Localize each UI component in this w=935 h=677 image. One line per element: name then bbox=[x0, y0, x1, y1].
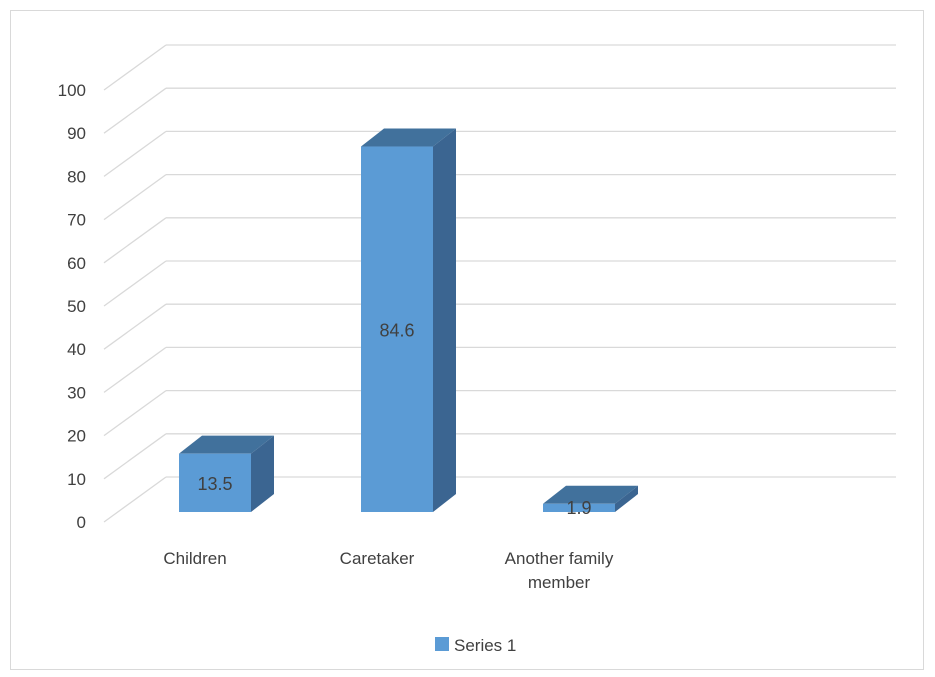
bar-front bbox=[361, 146, 433, 512]
y-tick-label: 0 bbox=[77, 513, 86, 532]
gridline-side bbox=[103, 174, 167, 221]
bar-top bbox=[361, 128, 456, 147]
gridline-side bbox=[103, 44, 167, 91]
chart-frame bbox=[10, 10, 924, 670]
category-label: Caretaker bbox=[340, 549, 415, 568]
gridline-side bbox=[103, 260, 167, 307]
y-tick-label: 70 bbox=[67, 211, 86, 230]
gridline-side bbox=[103, 476, 167, 523]
gridlines bbox=[103, 44, 896, 523]
y-tick-label: 100 bbox=[58, 81, 86, 100]
y-tick-label: 40 bbox=[67, 340, 86, 359]
y-tick-label: 50 bbox=[67, 297, 86, 316]
data-label: 1.9 bbox=[566, 498, 591, 518]
gridline-side bbox=[103, 217, 167, 264]
gridline-side bbox=[103, 390, 167, 437]
category-label-line: Another family bbox=[505, 549, 614, 568]
y-tick-label: 20 bbox=[67, 427, 86, 446]
bar-top bbox=[179, 435, 274, 454]
bar bbox=[361, 128, 456, 512]
y-tick-label: 30 bbox=[67, 383, 86, 402]
category-label-line: member bbox=[528, 573, 591, 592]
bars bbox=[179, 128, 638, 512]
bar-top bbox=[543, 485, 638, 504]
y-tick-label: 60 bbox=[67, 254, 86, 273]
gridline-side bbox=[103, 130, 167, 177]
gridline-side bbox=[103, 433, 167, 480]
data-label: 13.5 bbox=[197, 474, 232, 494]
bar-side bbox=[615, 485, 638, 512]
y-tick-label: 80 bbox=[67, 167, 86, 186]
y-tick-label: 90 bbox=[67, 124, 86, 143]
data-label: 84.6 bbox=[379, 320, 414, 340]
bar bbox=[543, 485, 638, 512]
gridline-side bbox=[103, 303, 167, 350]
bar-front bbox=[543, 503, 615, 512]
legend-swatch bbox=[435, 637, 449, 651]
bar-side bbox=[433, 128, 456, 512]
legend: Series 1 bbox=[435, 636, 516, 655]
legend-label: Series 1 bbox=[454, 636, 516, 655]
y-axis-ticks: 0 10 20 30 40 50 60 70 80 90 100 bbox=[58, 81, 86, 532]
gridline-side bbox=[103, 87, 167, 134]
category-label: Another family member bbox=[505, 549, 614, 592]
category-label-line: Caretaker bbox=[340, 549, 415, 568]
category-label-line: Children bbox=[163, 549, 226, 568]
bar bbox=[179, 435, 274, 512]
category-labels: Children Caretaker Another family member bbox=[163, 549, 613, 592]
bar-side bbox=[251, 435, 274, 512]
category-label: Children bbox=[163, 549, 226, 568]
data-labels: 13.5 84.6 1.9 bbox=[197, 320, 591, 518]
bar-front bbox=[179, 453, 251, 512]
gridline-side bbox=[103, 346, 167, 393]
y-tick-label: 10 bbox=[67, 470, 86, 489]
